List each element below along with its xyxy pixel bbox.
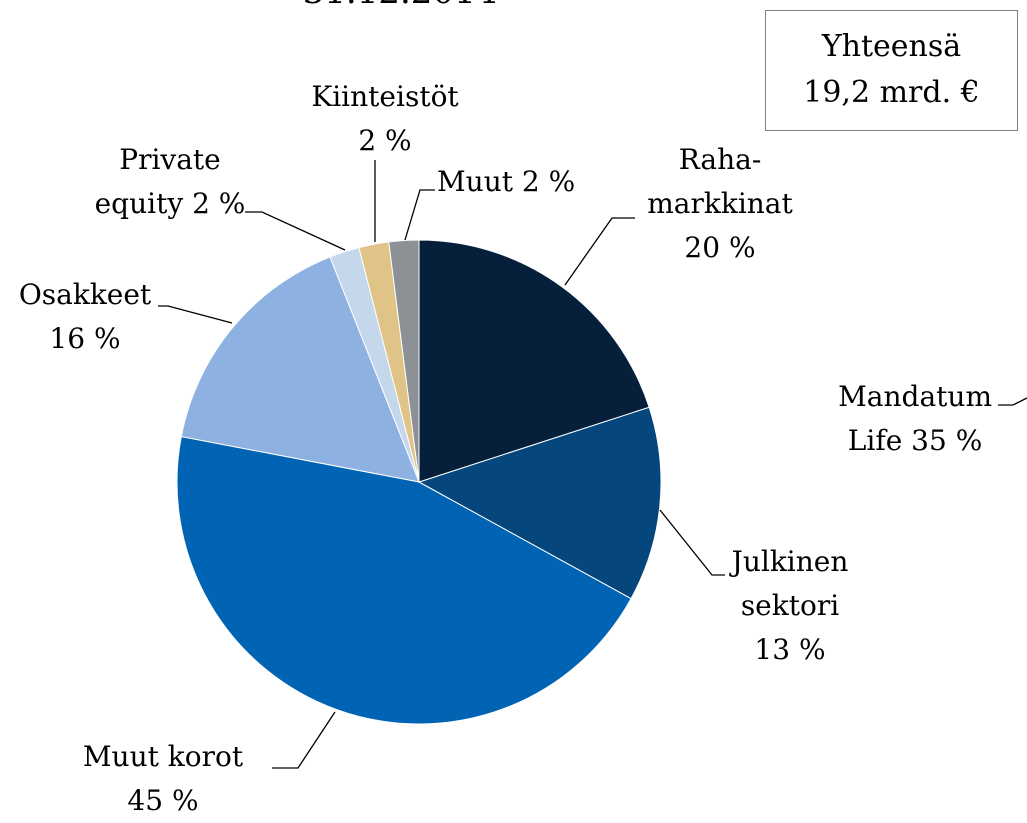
leader-line — [245, 211, 346, 251]
total-box: Yhteensä 19,2 mrd. € — [765, 10, 1018, 131]
leader-line — [998, 397, 1027, 406]
value-label: 20 % — [684, 231, 756, 264]
category-label: Muut — [437, 165, 513, 198]
leader-line — [404, 189, 435, 241]
slice-label: Raha- markkinat 20 % — [647, 138, 793, 270]
slice-label: Julkinen sektori 13 % — [732, 540, 849, 672]
pie-slice — [176, 436, 632, 725]
value-label: 2 % — [358, 124, 412, 157]
value-label: 16 % — [49, 322, 121, 355]
value-label: 13 % — [754, 633, 826, 666]
pie-slice — [418, 239, 650, 483]
slice-label: Osakkeet 16 % — [19, 273, 151, 361]
value-label: 2 % — [192, 187, 246, 220]
category-label: Muut korot — [82, 740, 244, 773]
pie-slice — [180, 256, 420, 483]
value-label: 45 % — [127, 784, 199, 817]
chart-title: 31.12.2014 — [303, 0, 498, 14]
category-label: Julkinen sektori — [731, 545, 849, 622]
slice-label: Muut 2 % — [437, 160, 575, 204]
slice-label: Private equity 2 % — [95, 138, 246, 226]
category-label: Osakkeet — [18, 278, 152, 311]
slice-label: Muut korot 45 % — [83, 735, 243, 823]
category-label: Raha- markkinat — [647, 143, 793, 220]
leader-line — [659, 509, 725, 576]
leader-line — [272, 711, 336, 769]
category-label: Kiinteistöt — [311, 80, 459, 113]
category-label: Private equity — [94, 143, 221, 220]
value-label: 2 % — [521, 165, 576, 198]
annotation: Mandatum Life 35 % — [838, 380, 992, 457]
pie-slice — [417, 406, 662, 600]
leader-line — [564, 217, 635, 286]
slice-label: Kiinteistöt 2 % — [311, 75, 458, 163]
leader-line — [158, 305, 233, 324]
